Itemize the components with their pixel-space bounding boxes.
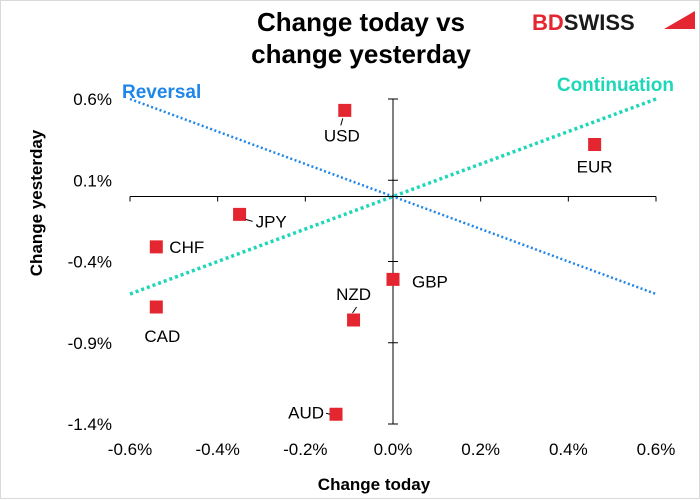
x-tick-label: 0.6%: [637, 440, 676, 459]
x-tick-label: 0.2%: [461, 440, 500, 459]
point-marker-eur: [588, 138, 602, 151]
point-eur: EUR: [577, 138, 613, 177]
point-leader-nzd: [352, 306, 357, 314]
point-label-aud: AUD: [288, 403, 324, 422]
y-tick-label: 0.1%: [73, 171, 112, 190]
point-label-jpy: JPY: [256, 212, 287, 231]
point-label-eur: EUR: [577, 158, 613, 177]
point-marker-chf: [149, 240, 163, 254]
y-axis-title: Change yesterday: [27, 129, 46, 276]
x-tick-label: 0.4%: [549, 440, 588, 459]
point-label-nzd: NZD: [336, 285, 371, 304]
point-label-chf: CHF: [169, 238, 204, 257]
logo-text-bd: BD: [532, 10, 564, 35]
y-tick-label: -1.4%: [68, 415, 112, 434]
bdswiss-logo: BDSWISS: [532, 10, 695, 35]
point-aud: AUD: [288, 403, 343, 422]
x-tick-label: -0.4%: [195, 440, 239, 459]
point-label-gbp: GBP: [412, 272, 448, 291]
point-cad: CAD: [144, 300, 180, 346]
point-leader-usd: [340, 118, 344, 126]
x-tick-label: -0.2%: [283, 440, 327, 459]
chart-title-line-1: Change today vs: [257, 7, 465, 37]
trend-label-reversal: Reversal: [122, 82, 201, 103]
y-tick-label: -0.9%: [68, 334, 112, 353]
point-label-usd: USD: [324, 126, 360, 145]
point-usd: USD: [324, 103, 360, 145]
chart-title-line-2: change yesterday: [251, 39, 471, 69]
y-tick-label: -0.4%: [68, 253, 112, 272]
x-axis-title: Change today: [318, 475, 431, 494]
point-marker-aud: [329, 407, 343, 421]
point-marker-cad: [149, 300, 163, 314]
point-marker-usd: [338, 103, 352, 117]
point-leader-aud: [325, 412, 331, 415]
point-marker-jpy: [233, 207, 247, 221]
logo-text-swiss: SWISS: [564, 10, 635, 35]
point-leader-jpy: [245, 218, 253, 222]
point-marker-gbp: [386, 272, 400, 286]
point-label-cad: CAD: [144, 327, 180, 346]
trend-label-continuation: Continuation: [557, 75, 674, 96]
point-marker-nzd: [347, 313, 361, 327]
point-nzd: NZD: [336, 285, 371, 327]
x-tick-label: 0.0%: [374, 440, 413, 459]
y-tick-label: 0.6%: [73, 90, 112, 109]
logo-swoosh-icon: [664, 11, 695, 29]
point-jpy: JPY: [233, 207, 287, 231]
svg-text:BDSWISS: BDSWISS: [532, 10, 635, 35]
point-gbp: GBP: [386, 272, 448, 291]
point-chf: CHF: [149, 238, 204, 257]
x-tick-label: -0.6%: [108, 440, 152, 459]
axes: -0.6% -0.4% -0.2% 0.0% 0.2% 0.4% 0.6% 0.6% 0.1% -…: [68, 90, 676, 459]
data-points: USD EUR JPY CHF GBP NZD CAD AUD: [144, 103, 613, 422]
